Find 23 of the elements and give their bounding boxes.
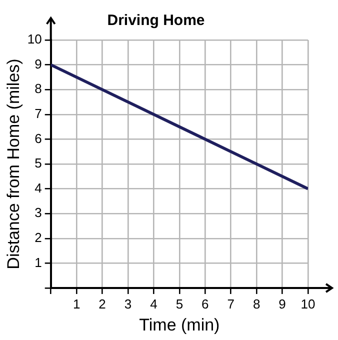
y-tick-label: 7: [34, 106, 42, 121]
y-tick-label: 3: [34, 205, 42, 220]
x-tick-label: 5: [176, 296, 184, 312]
y-axis-title: Distance from Home (miles): [4, 58, 23, 270]
x-tick-label: 1: [72, 296, 80, 312]
chart-title: Driving Home: [107, 12, 205, 30]
x-tick-label: 6: [202, 296, 209, 312]
y-tick-label: 10: [27, 32, 42, 47]
x-axis-title: Time (min): [139, 315, 220, 334]
x-tick-label: 4: [150, 296, 158, 312]
x-tick-label: 2: [98, 296, 106, 312]
y-tick-label: 9: [34, 56, 42, 72]
y-tick-label: 1: [34, 254, 42, 270]
y-tick-label: 6: [34, 130, 42, 146]
y-tick-label: 8: [34, 81, 42, 96]
y-tick-label: 2: [34, 230, 42, 245]
x-tick-label: 10: [300, 296, 316, 312]
x-tick-label: 8: [252, 296, 260, 312]
y-tick-label: 4: [34, 180, 42, 196]
x-tick-label: 9: [278, 296, 286, 312]
x-tick-label: 7: [227, 296, 234, 312]
y-tick-label: 5: [34, 156, 42, 171]
x-tick-label: 3: [124, 296, 132, 312]
